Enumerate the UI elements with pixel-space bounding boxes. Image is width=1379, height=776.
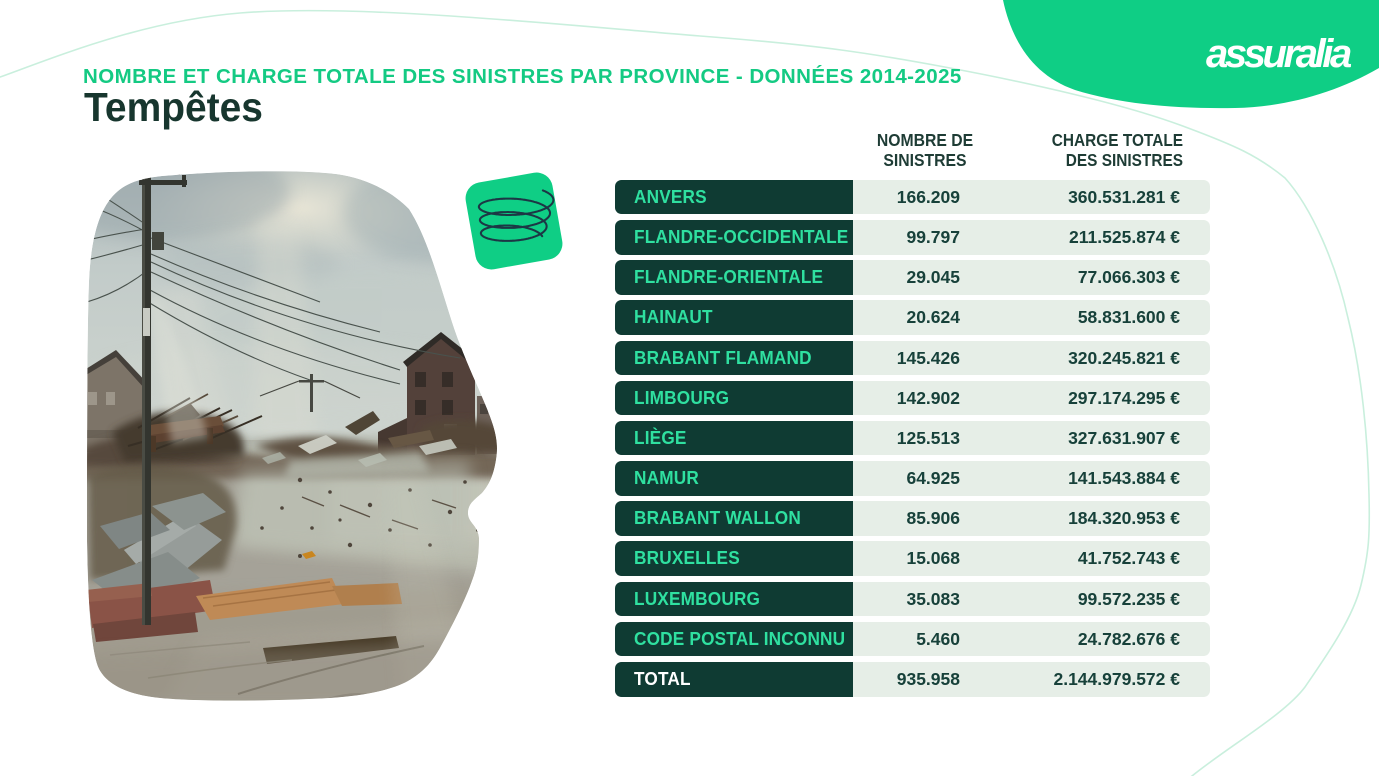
svg-text:assuralia: assuralia bbox=[1206, 32, 1352, 76]
